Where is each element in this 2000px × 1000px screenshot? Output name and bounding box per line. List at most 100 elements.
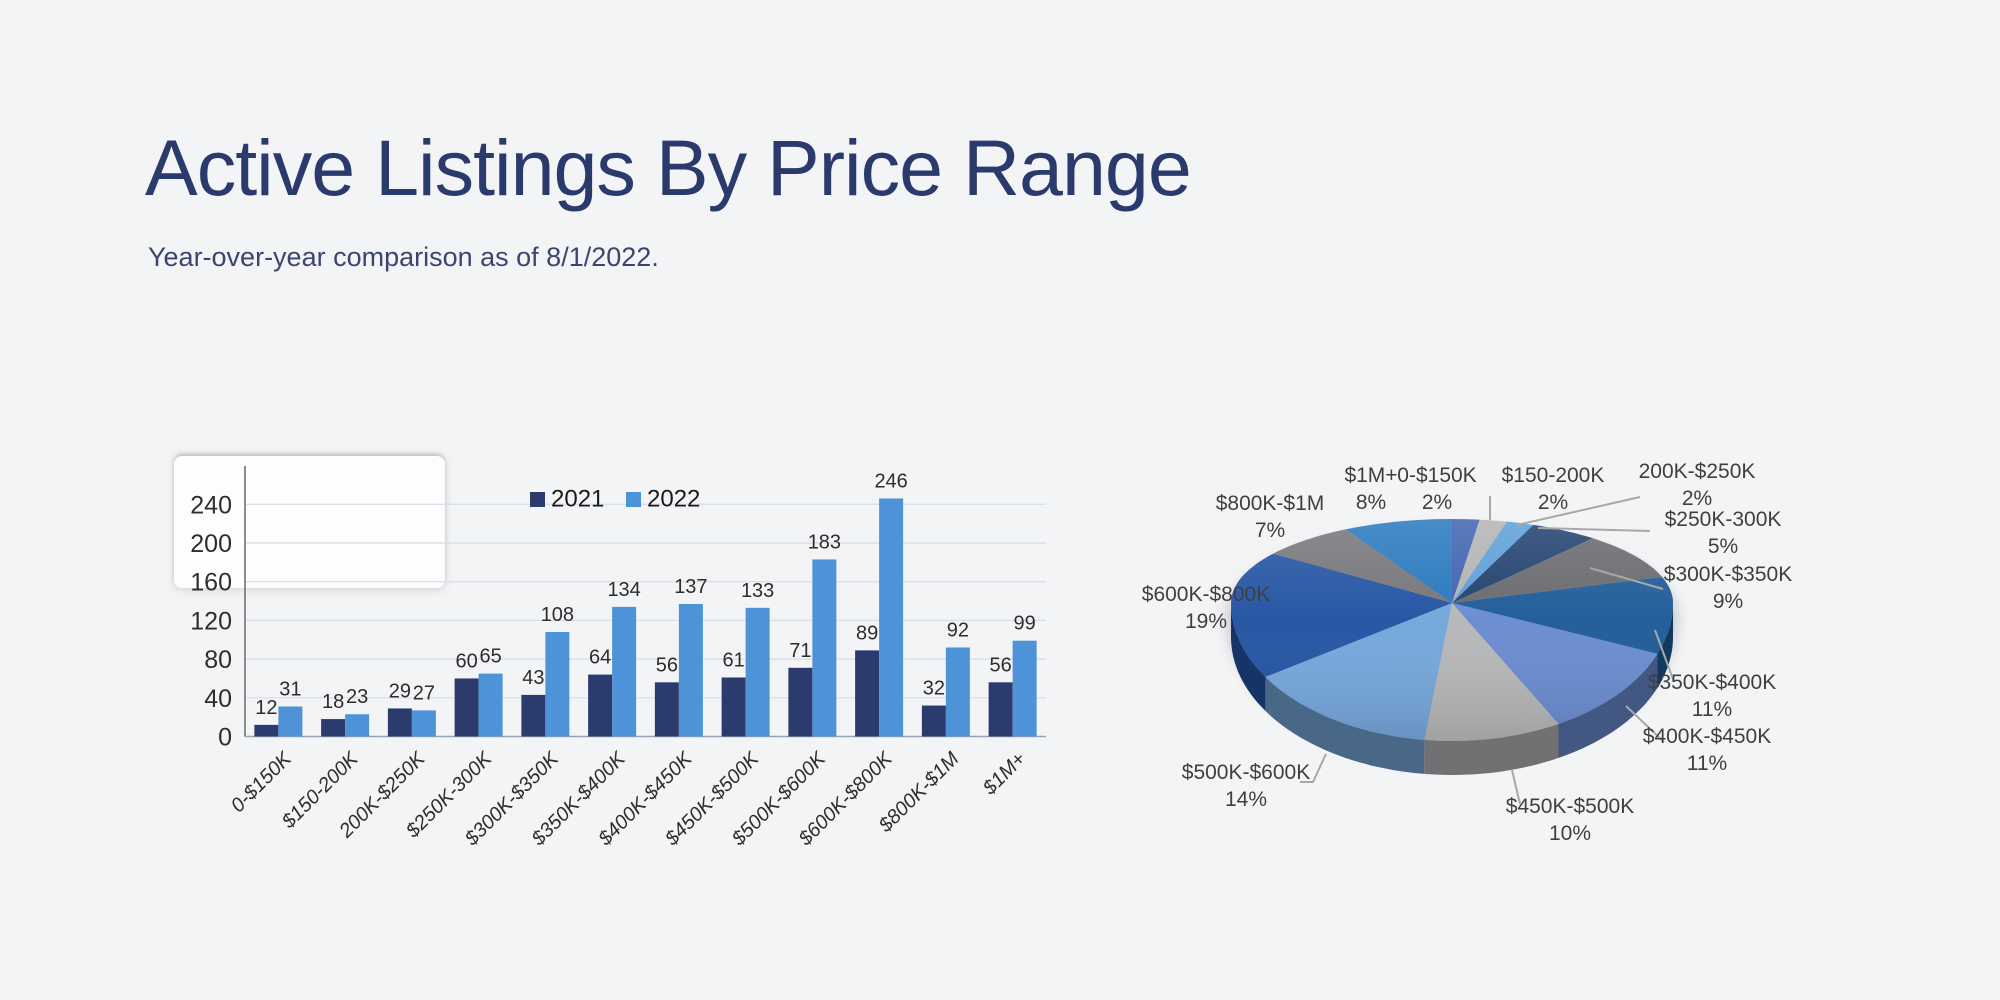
bar-2022 [545,632,570,737]
legend-swatch-2021 [530,492,545,507]
pie-label-percent: 14% [1224,788,1268,811]
pie-label-category: 0-$150K [1397,464,1477,487]
pie-slice-side [1265,676,1425,774]
bar-value-label: 65 [480,646,502,668]
bar-2022 [678,603,703,737]
bar-2021 [988,682,1013,737]
bar-2021 [721,677,746,737]
bar-2022 [879,498,904,737]
bar-value-label: 108 [541,604,574,626]
legend-label-2021: 2021 [551,486,604,513]
pie-label-percent: 2% [1681,487,1713,510]
pie-label: $250K-300K 5% [1665,506,1782,560]
pie-label-percent: 8% [1355,491,1387,514]
bar-2021 [855,650,880,737]
pie-label: $500K-$600K 14% [1182,759,1310,813]
bar-value-label: 99 [1014,613,1036,635]
pie-label-category: $450K-$500K [1505,795,1635,818]
pie-label-category: $250K-300K [1664,508,1782,531]
bar-2021 [387,708,412,737]
pie-slice-side [1231,603,1266,711]
pie-label: $450K-$500K 10% [1506,793,1634,847]
bar-2021 [521,694,546,737]
y-tick-label: 80 [204,646,232,674]
bar-2022 [345,714,370,737]
pie-leader-line [1589,567,1664,590]
x-category-label: $1M+ [978,748,1030,800]
bar-2022 [945,647,970,737]
y-tick-label: 240 [190,491,232,519]
bar-2021 [588,674,613,737]
pie-label: $600K-$800K 19% [1142,581,1270,635]
bar-value-label: 133 [741,580,774,602]
y-tick-label: 120 [190,607,232,635]
pie-label-category: $350K-$400K [1647,671,1777,694]
pie-label-category: $800K-$1M [1215,492,1325,515]
bar-value-label: 12 [255,697,277,719]
pie-label-percent: 2% [1537,491,1569,514]
background-panel [174,456,445,588]
bar-value-label: 23 [346,686,368,708]
bar-2022 [411,710,436,737]
bar-2021 [788,667,813,737]
bar-2021 [654,682,679,737]
pie-leader-line [1516,496,1641,526]
bar-2022 [1012,640,1037,737]
bar-2021 [321,719,346,737]
bar-2021 [921,705,946,737]
bar-value-label: 89 [856,622,878,644]
bar-2021 [454,678,479,737]
pie-label-percent: 5% [1707,535,1739,558]
bar-value-label: 134 [607,579,640,601]
pie-leader-line [1511,769,1521,805]
bar-value-label: 29 [389,680,411,702]
pie-label: $400K-$450K 11% [1643,723,1771,777]
pie-leader-line [1625,705,1665,743]
y-tick-label: 0 [218,724,232,752]
page-title: Active Listings By Price Range [145,123,1192,212]
y-tick-label: 200 [190,530,232,558]
bar-value-label: 60 [456,650,478,672]
pie-label: $300K-$350K 9% [1664,561,1792,615]
bar-2022 [745,607,770,737]
pie-top-shade [1231,519,1673,741]
pie-label-percent: 19% [1184,610,1228,633]
pie-label: 200K-$250K 2% [1639,458,1756,512]
bar-2022 [812,559,837,737]
pie-slice-side [1657,603,1673,688]
pie-slice-side [1424,723,1559,775]
bar-value-label: 56 [990,654,1012,676]
bar-value-label: 246 [874,470,907,492]
bar-value-label: 71 [789,640,811,662]
pie-chart [1231,496,1675,805]
pie-label: $350K-$400K 11% [1648,669,1776,723]
bar-value-label: 27 [413,682,435,704]
pie-label-percent: 11% [1691,698,1733,721]
pie-label-category: $600K-$800K [1141,583,1271,606]
pie-slice-side [1558,653,1658,758]
bar-value-label: 61 [723,649,745,671]
y-tick-label: 160 [190,569,232,597]
bar-value-label: 183 [808,531,841,553]
pie-label-category: $1M+ [1344,464,1398,487]
pie-label: 0-$150K 2% [1397,462,1476,516]
bar-value-label: 18 [322,691,344,713]
pie-leader-line [1537,527,1651,532]
pie-label-percent: 2% [1421,491,1453,514]
page-subtitle: Year-over-year comparison as of 8/1/2022… [148,242,659,272]
bar-value-label: 32 [923,678,945,700]
legend-swatch-2022 [626,492,641,507]
bar-value-label: 64 [589,647,611,669]
pie-leader-line [1654,629,1675,683]
pie-label-percent: 11% [1686,752,1728,775]
bar-2022 [478,673,503,737]
bar-2021 [254,724,279,737]
bar-value-label: 137 [674,576,707,598]
pie-label-percent: 7% [1254,519,1286,542]
pie-label-percent: 10% [1548,822,1592,845]
legend-label-2022: 2022 [647,486,700,513]
bar-2022 [278,706,303,737]
bar-value-label: 43 [522,667,544,689]
